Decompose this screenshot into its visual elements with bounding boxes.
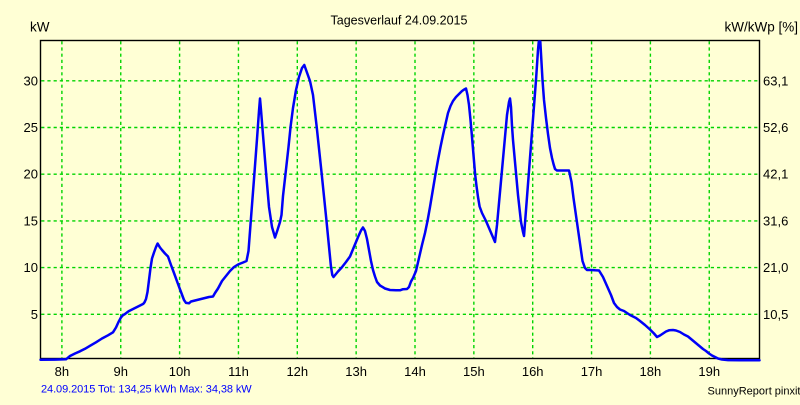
svg-text:30: 30 [24,73,38,88]
svg-text:kW/kWp [%]: kW/kWp [%] [725,20,799,35]
svg-text:21,0: 21,0 [763,260,788,275]
svg-text:25: 25 [24,120,38,135]
svg-text:11h: 11h [228,364,249,379]
svg-text:Tagesverlauf 24.09.2015: Tagesverlauf 24.09.2015 [331,14,468,28]
svg-text:12h: 12h [286,364,308,379]
svg-text:5: 5 [31,307,38,322]
svg-text:10: 10 [24,260,38,275]
svg-text:31,6: 31,6 [763,213,788,228]
svg-text:kW: kW [30,20,50,35]
svg-text:8h: 8h [55,364,69,379]
svg-text:13h: 13h [345,364,367,379]
svg-text:15: 15 [24,213,38,228]
svg-text:17h: 17h [581,364,603,379]
svg-text:42,1: 42,1 [763,167,788,182]
svg-text:9h: 9h [114,364,128,379]
svg-text:24.09.2015 Tot: 134,25 kWh Max: 24.09.2015 Tot: 134,25 kWh Max: 34,38 kW [41,383,252,395]
svg-text:10h: 10h [169,364,191,379]
svg-text:19h: 19h [698,364,720,379]
svg-text:18h: 18h [640,364,662,379]
svg-text:16h: 16h [522,364,544,379]
svg-text:14h: 14h [404,364,426,379]
svg-text:63,1: 63,1 [763,73,788,88]
svg-text:SunnyReport pinxit: SunnyReport pinxit [708,385,800,397]
svg-text:52,6: 52,6 [763,120,788,135]
svg-text:15h: 15h [463,364,485,379]
svg-text:10,5: 10,5 [763,307,788,322]
svg-text:20: 20 [24,167,38,182]
